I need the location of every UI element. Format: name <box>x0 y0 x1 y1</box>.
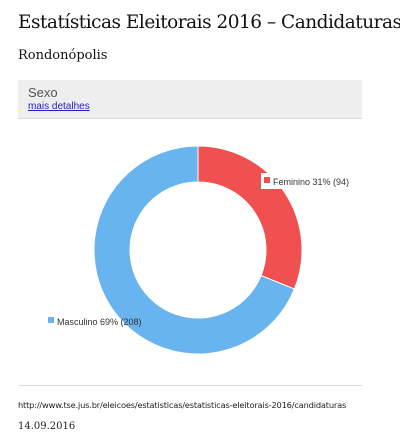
slice-feminino[interactable] <box>197 145 303 290</box>
chart-panel: Feminino 31% (94) Masculino 69% (208) Sex… <box>18 80 362 380</box>
divider <box>18 385 362 386</box>
slice-masculino[interactable] <box>93 145 296 355</box>
date-text: 14.09.2016 <box>18 421 76 432</box>
panel-header: Sexo mais detalhes <box>18 80 362 119</box>
donut-chart: Feminino 31% (94) Masculino 69% (208) <box>48 145 349 355</box>
page-title: Estatísticas Eleitorais 2016 – Candidatu… <box>18 12 400 33</box>
legend-swatch-masculino <box>48 317 54 323</box>
more-details-link[interactable]: mais detalhes <box>28 101 90 112</box>
page-subtitle: Rondonópolis <box>18 48 108 63</box>
legend-label-bg-feminino <box>261 173 349 189</box>
legend-label-feminino: Feminino 31% (94) <box>273 177 349 187</box>
panel-title: Sexo <box>28 85 58 100</box>
legend-label-masculino: Masculino 69% (208) <box>57 317 142 327</box>
legend-swatch-feminino <box>264 177 270 183</box>
source-url: http://www.tse.jus.br/eleicoes/estatisti… <box>18 400 347 410</box>
